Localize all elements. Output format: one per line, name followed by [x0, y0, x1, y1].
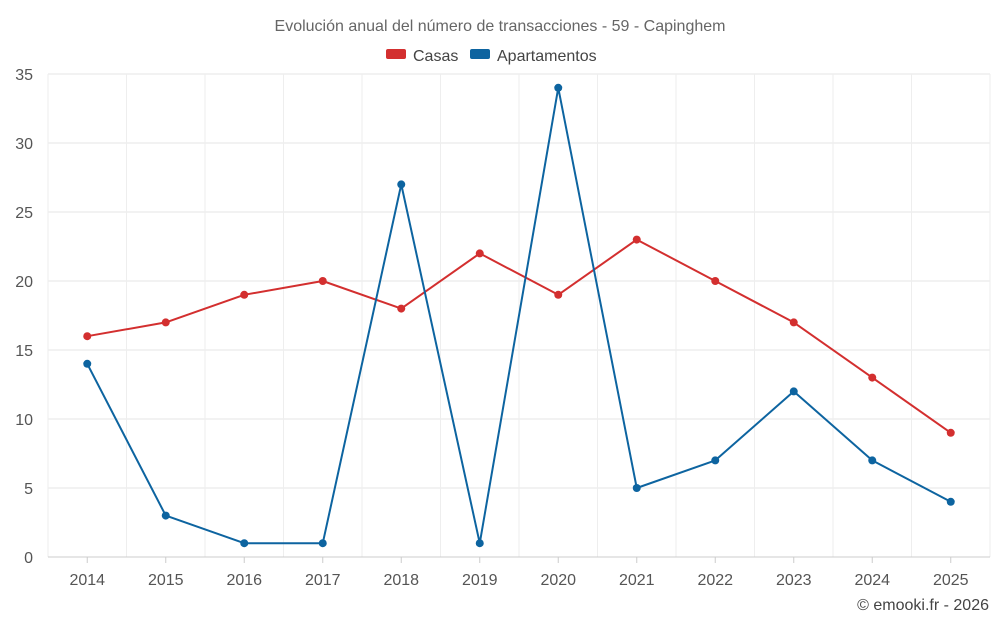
series-line-apartamentos: [86, 86, 952, 545]
data-point-casas[interactable]: [632, 235, 641, 244]
y-tick-label: 5: [24, 481, 33, 498]
data-point-apartamentos[interactable]: [240, 539, 249, 548]
legend-label-apartamentos[interactable]: Apartamentos: [497, 48, 597, 65]
data-point-apartamentos[interactable]: [789, 387, 798, 396]
data-point-casas[interactable]: [397, 304, 406, 313]
y-tick-label: 35: [15, 67, 33, 84]
chart-title: Evolución anual del número de transaccio…: [275, 18, 726, 35]
data-point-casas[interactable]: [946, 428, 955, 437]
y-tick-label: 10: [15, 412, 33, 429]
data-point-casas[interactable]: [789, 318, 798, 327]
y-tick-label: 20: [15, 274, 33, 291]
series: [83, 83, 955, 548]
data-point-apartamentos[interactable]: [161, 511, 170, 520]
y-tick-label: 30: [15, 136, 33, 153]
x-tick-label: 2024: [854, 572, 890, 589]
x-tick-label: 2025: [933, 572, 969, 589]
data-point-apartamentos[interactable]: [397, 180, 406, 189]
data-point-apartamentos[interactable]: [554, 83, 563, 92]
data-point-casas[interactable]: [868, 373, 877, 382]
data-point-casas[interactable]: [475, 249, 484, 258]
x-tick-label: 2018: [383, 572, 419, 589]
x-tick-label: 2022: [697, 572, 733, 589]
data-point-apartamentos[interactable]: [711, 456, 720, 465]
data-point-apartamentos[interactable]: [946, 497, 955, 506]
data-point-apartamentos[interactable]: [475, 539, 484, 548]
data-point-casas[interactable]: [240, 290, 249, 299]
x-tick-label: 2017: [305, 572, 341, 589]
x-tick-label: 2014: [69, 572, 105, 589]
x-tick-label: 2020: [540, 572, 576, 589]
data-point-apartamentos[interactable]: [318, 539, 327, 548]
legend-swatch-casas: [386, 49, 406, 59]
data-point-casas[interactable]: [554, 290, 563, 299]
x-tick-label: 2019: [462, 572, 498, 589]
y-tick-label: 15: [15, 343, 33, 360]
x-tick-label: 2023: [776, 572, 812, 589]
data-point-apartamentos[interactable]: [868, 456, 877, 465]
legend-swatch-apartamentos: [470, 49, 490, 59]
data-point-casas[interactable]: [318, 277, 327, 285]
data-point-apartamentos[interactable]: [83, 359, 92, 368]
footer-credit: © emooki.fr - 2026: [857, 597, 989, 614]
data-point-casas[interactable]: [711, 277, 720, 285]
data-point-casas[interactable]: [83, 332, 92, 341]
x-tick-label: 2015: [148, 572, 184, 589]
x-tick-label: 2016: [226, 572, 262, 589]
y-tick-label: 25: [15, 205, 33, 222]
series-line-casas: [87, 238, 952, 434]
legend-label-casas[interactable]: Casas: [413, 48, 458, 65]
x-tick-label: 2021: [619, 572, 655, 589]
data-point-apartamentos[interactable]: [632, 484, 641, 492]
legend: Casas Apartamentos: [386, 48, 597, 65]
data-point-casas[interactable]: [161, 318, 170, 327]
y-tick-label: 0: [24, 550, 33, 567]
